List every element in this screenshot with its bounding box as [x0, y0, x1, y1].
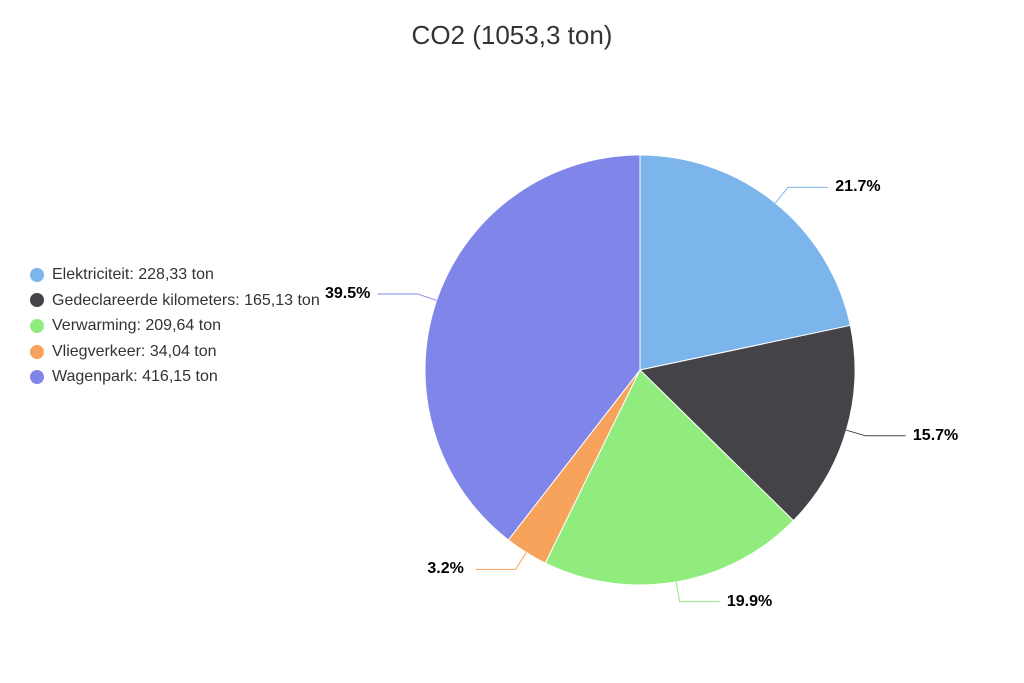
- legend-swatch-icon: [30, 268, 44, 282]
- legend: Elektriciteit: 228,33 tonGedeclareerde k…: [30, 262, 320, 390]
- leader-line: [476, 552, 527, 569]
- legend-swatch-icon: [30, 293, 44, 307]
- co2-pie-chart: CO2 (1053,3 ton) 21.7%15.7%19.9%3.2%39.5…: [0, 0, 1024, 683]
- legend-label: Wagenpark: 416,15 ton: [52, 364, 218, 390]
- percent-label: 15.7%: [913, 427, 958, 445]
- pie-slices: [425, 155, 855, 585]
- leader-line: [378, 294, 437, 300]
- legend-item[interactable]: Wagenpark: 416,15 ton: [30, 364, 320, 390]
- leader-line: [846, 430, 905, 436]
- leader-line: [775, 187, 828, 203]
- percent-label: 21.7%: [835, 178, 880, 196]
- legend-label: Verwarming: 209,64 ton: [52, 313, 221, 339]
- legend-swatch-icon: [30, 345, 44, 359]
- percent-label: 3.2%: [427, 560, 463, 578]
- legend-item[interactable]: Vliegverkeer: 34,04 ton: [30, 339, 320, 365]
- legend-label: Elektriciteit: 228,33 ton: [52, 262, 214, 288]
- leader-line: [676, 582, 719, 602]
- legend-item[interactable]: Verwarming: 209,64 ton: [30, 313, 320, 339]
- legend-label: Vliegverkeer: 34,04 ton: [52, 339, 217, 365]
- legend-item[interactable]: Gedeclareerde kilometers: 165,13 ton: [30, 288, 320, 314]
- legend-label: Gedeclareerde kilometers: 165,13 ton: [52, 288, 320, 314]
- legend-swatch-icon: [30, 370, 44, 384]
- legend-swatch-icon: [30, 319, 44, 333]
- percent-label: 39.5%: [325, 285, 370, 303]
- legend-item[interactable]: Elektriciteit: 228,33 ton: [30, 262, 320, 288]
- percent-label: 19.9%: [727, 593, 772, 611]
